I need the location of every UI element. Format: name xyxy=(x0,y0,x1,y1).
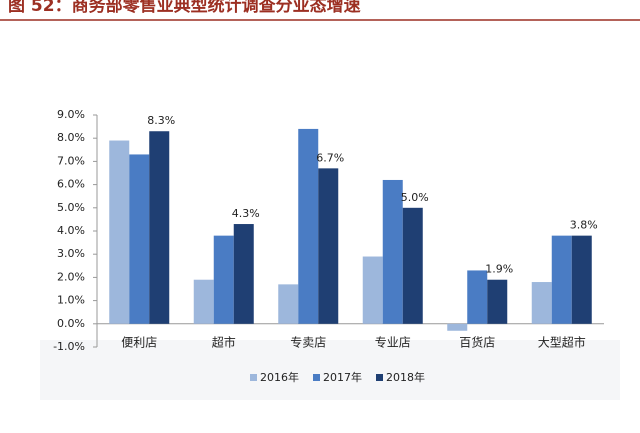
bar xyxy=(467,270,488,324)
bar xyxy=(109,140,130,324)
bar xyxy=(551,235,572,324)
y-tick-label: 6.0% xyxy=(57,178,85,191)
legend-swatch xyxy=(313,374,320,381)
y-tick-label: 4.0% xyxy=(57,224,85,237)
x-tick-label: 大型超市 xyxy=(538,335,586,350)
x-tick-label: 专卖店 xyxy=(290,335,326,350)
y-tick-label: 7.0% xyxy=(57,154,85,167)
legend-swatch xyxy=(376,374,383,381)
x-tick-label: 百货店 xyxy=(459,335,495,350)
bar xyxy=(149,131,170,324)
legend-swatch xyxy=(250,374,257,381)
y-tick-label: 1.0% xyxy=(57,294,85,307)
value-label: 1.9% xyxy=(485,263,513,276)
x-tick-label: 专业店 xyxy=(375,335,411,350)
y-tick-label: -1.0% xyxy=(53,340,85,353)
y-tick-label: 3.0% xyxy=(57,247,85,260)
x-tick-label: 便利店 xyxy=(121,336,157,350)
legend-label: 2018年 xyxy=(386,370,425,384)
bar xyxy=(233,224,254,324)
bar xyxy=(298,128,319,324)
x-tick-label: 超市 xyxy=(212,335,236,350)
value-label: 4.3% xyxy=(232,207,260,220)
bar xyxy=(382,179,403,324)
bar xyxy=(402,207,423,324)
y-tick-label: 5.0% xyxy=(57,201,85,214)
bar xyxy=(447,323,468,331)
bar xyxy=(129,154,150,324)
value-label: 6.7% xyxy=(316,151,344,164)
bar xyxy=(278,284,299,324)
y-tick-label: 0.0% xyxy=(57,317,85,330)
value-label: 3.8% xyxy=(570,219,598,232)
y-tick-label: 8.0% xyxy=(57,131,85,144)
value-label: 5.0% xyxy=(401,191,429,204)
bar xyxy=(531,282,552,324)
bar xyxy=(487,279,508,324)
y-tick-label: 9.0% xyxy=(57,108,85,121)
value-label: 8.3% xyxy=(147,114,175,127)
bar xyxy=(362,256,383,324)
chart-shade xyxy=(40,340,620,400)
bar xyxy=(571,235,592,324)
y-tick-label: 2.0% xyxy=(57,270,85,283)
legend-label: 2016年 xyxy=(260,370,299,384)
bar xyxy=(318,168,339,324)
legend-label: 2017年 xyxy=(323,370,362,384)
chart-title: 图 52：商务部零售业典型统计调查分业态增速 xyxy=(8,0,361,16)
bar xyxy=(193,279,214,324)
bar xyxy=(213,235,234,324)
